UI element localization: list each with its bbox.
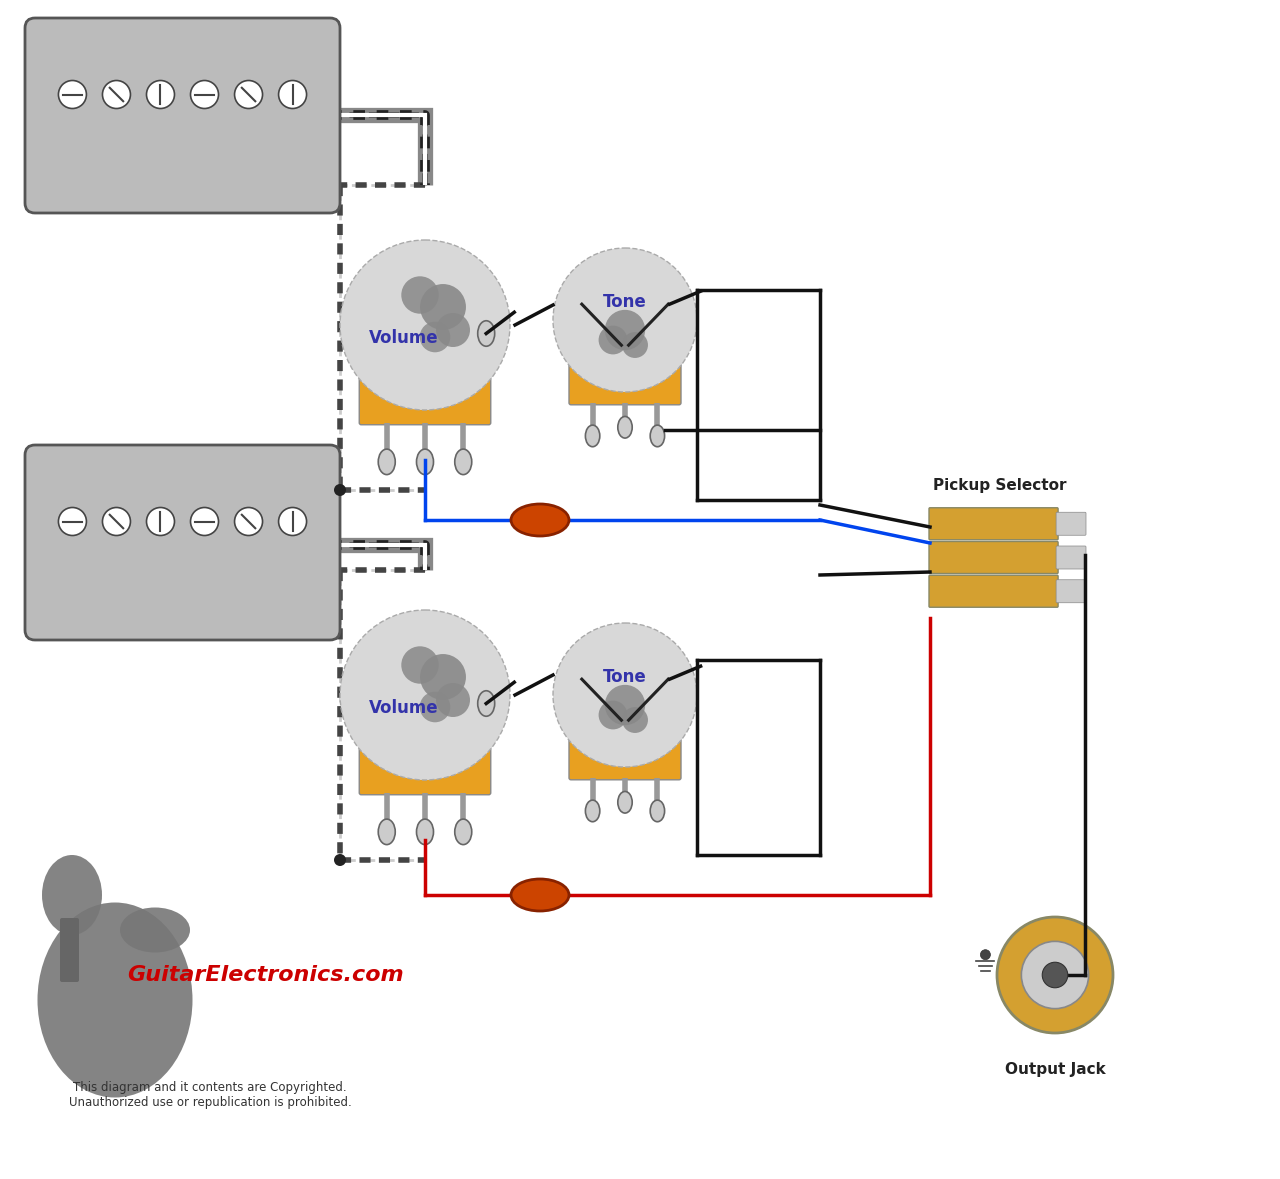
- FancyBboxPatch shape: [360, 744, 490, 795]
- FancyBboxPatch shape: [929, 508, 1059, 540]
- Circle shape: [436, 312, 470, 347]
- Circle shape: [279, 80, 307, 108]
- Ellipse shape: [618, 416, 632, 439]
- Circle shape: [402, 646, 439, 684]
- FancyBboxPatch shape: [1056, 512, 1085, 535]
- Circle shape: [340, 610, 509, 780]
- Ellipse shape: [416, 819, 434, 844]
- Ellipse shape: [511, 880, 570, 911]
- Circle shape: [420, 654, 466, 700]
- Text: GuitarElectronics.com: GuitarElectronics.com: [127, 964, 403, 984]
- Text: Tone: Tone: [603, 668, 646, 686]
- Circle shape: [980, 950, 991, 960]
- Circle shape: [420, 284, 466, 330]
- Circle shape: [59, 507, 87, 535]
- Circle shape: [997, 917, 1114, 1033]
- Ellipse shape: [37, 902, 192, 1098]
- FancyBboxPatch shape: [26, 18, 340, 213]
- Ellipse shape: [379, 449, 396, 475]
- Ellipse shape: [511, 503, 570, 536]
- Circle shape: [553, 623, 698, 768]
- FancyBboxPatch shape: [1056, 580, 1085, 602]
- Ellipse shape: [618, 791, 632, 814]
- Circle shape: [340, 241, 509, 410]
- Circle shape: [622, 707, 648, 733]
- Text: Volume: Volume: [369, 699, 439, 717]
- FancyBboxPatch shape: [26, 444, 340, 640]
- Circle shape: [599, 325, 627, 355]
- Circle shape: [1021, 941, 1089, 1009]
- Circle shape: [146, 507, 174, 535]
- Ellipse shape: [454, 449, 472, 475]
- Circle shape: [436, 683, 470, 717]
- FancyBboxPatch shape: [570, 736, 681, 779]
- Ellipse shape: [120, 908, 189, 953]
- Text: This diagram and it contents are Copyrighted.
Unauthorized use or republication : This diagram and it contents are Copyrig…: [69, 1081, 352, 1109]
- Ellipse shape: [477, 691, 494, 717]
- FancyBboxPatch shape: [929, 575, 1059, 607]
- Circle shape: [191, 507, 219, 535]
- Circle shape: [420, 692, 451, 723]
- FancyBboxPatch shape: [60, 918, 79, 982]
- Circle shape: [334, 854, 346, 867]
- Circle shape: [234, 507, 262, 535]
- Ellipse shape: [454, 819, 472, 844]
- Ellipse shape: [379, 819, 396, 844]
- Circle shape: [234, 80, 262, 108]
- Circle shape: [420, 322, 451, 353]
- Text: Tone: Tone: [603, 294, 646, 311]
- Circle shape: [605, 310, 645, 350]
- FancyBboxPatch shape: [929, 541, 1059, 573]
- Circle shape: [146, 80, 174, 108]
- Circle shape: [605, 685, 645, 725]
- Text: Output Jack: Output Jack: [1005, 1062, 1106, 1076]
- Circle shape: [191, 80, 219, 108]
- Circle shape: [402, 276, 439, 314]
- Circle shape: [102, 507, 131, 535]
- Text: Pickup Selector: Pickup Selector: [933, 477, 1066, 493]
- Circle shape: [599, 700, 627, 730]
- Ellipse shape: [416, 449, 434, 475]
- Ellipse shape: [650, 801, 664, 822]
- FancyBboxPatch shape: [360, 374, 490, 424]
- Circle shape: [59, 80, 87, 108]
- Circle shape: [553, 248, 698, 391]
- Circle shape: [334, 485, 346, 496]
- Ellipse shape: [650, 426, 664, 447]
- Text: Volume: Volume: [369, 329, 439, 347]
- Circle shape: [279, 507, 307, 535]
- Ellipse shape: [585, 426, 600, 447]
- Ellipse shape: [477, 321, 494, 347]
- Ellipse shape: [42, 855, 102, 935]
- FancyBboxPatch shape: [570, 361, 681, 404]
- Ellipse shape: [585, 801, 600, 822]
- Circle shape: [102, 80, 131, 108]
- FancyBboxPatch shape: [1056, 546, 1085, 569]
- Circle shape: [622, 332, 648, 358]
- Circle shape: [1042, 962, 1068, 988]
